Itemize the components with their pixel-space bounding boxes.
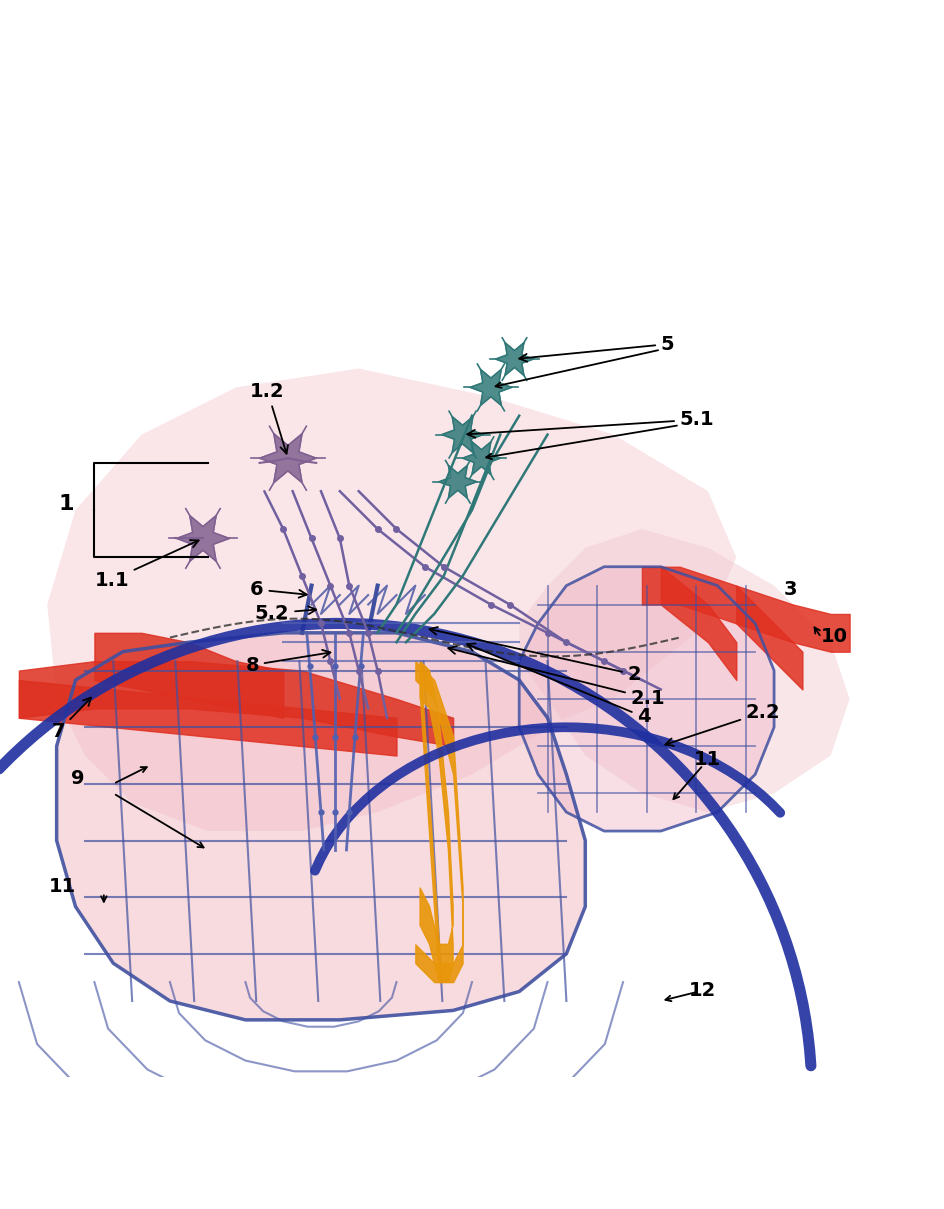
Text: 4: 4 <box>467 643 650 727</box>
Text: 5.1: 5.1 <box>467 410 715 438</box>
Text: 1.2: 1.2 <box>250 382 288 453</box>
Text: 12: 12 <box>689 982 716 1000</box>
Polygon shape <box>463 441 500 474</box>
Polygon shape <box>57 632 585 1020</box>
Polygon shape <box>519 567 774 831</box>
Text: 5.2: 5.2 <box>255 603 316 623</box>
Polygon shape <box>260 434 316 482</box>
Text: 8: 8 <box>245 650 330 675</box>
Text: 1: 1 <box>59 494 74 514</box>
Polygon shape <box>439 465 477 498</box>
Text: 5: 5 <box>519 335 674 361</box>
Text: 3: 3 <box>784 580 797 600</box>
Text: 10: 10 <box>821 627 849 647</box>
Polygon shape <box>47 369 736 831</box>
Text: 2.1: 2.1 <box>448 647 666 707</box>
Text: 2.2: 2.2 <box>666 702 781 746</box>
Polygon shape <box>470 370 512 405</box>
Polygon shape <box>420 661 453 982</box>
Text: 7: 7 <box>52 698 91 741</box>
Text: 2: 2 <box>430 627 641 684</box>
Text: 11: 11 <box>694 750 721 769</box>
Polygon shape <box>519 530 850 812</box>
Text: 1.1: 1.1 <box>94 540 198 590</box>
Polygon shape <box>442 417 483 452</box>
Polygon shape <box>496 342 533 376</box>
Text: 11: 11 <box>49 878 76 896</box>
Polygon shape <box>177 515 229 561</box>
Text: 9: 9 <box>71 769 84 788</box>
Text: 6: 6 <box>250 580 307 600</box>
